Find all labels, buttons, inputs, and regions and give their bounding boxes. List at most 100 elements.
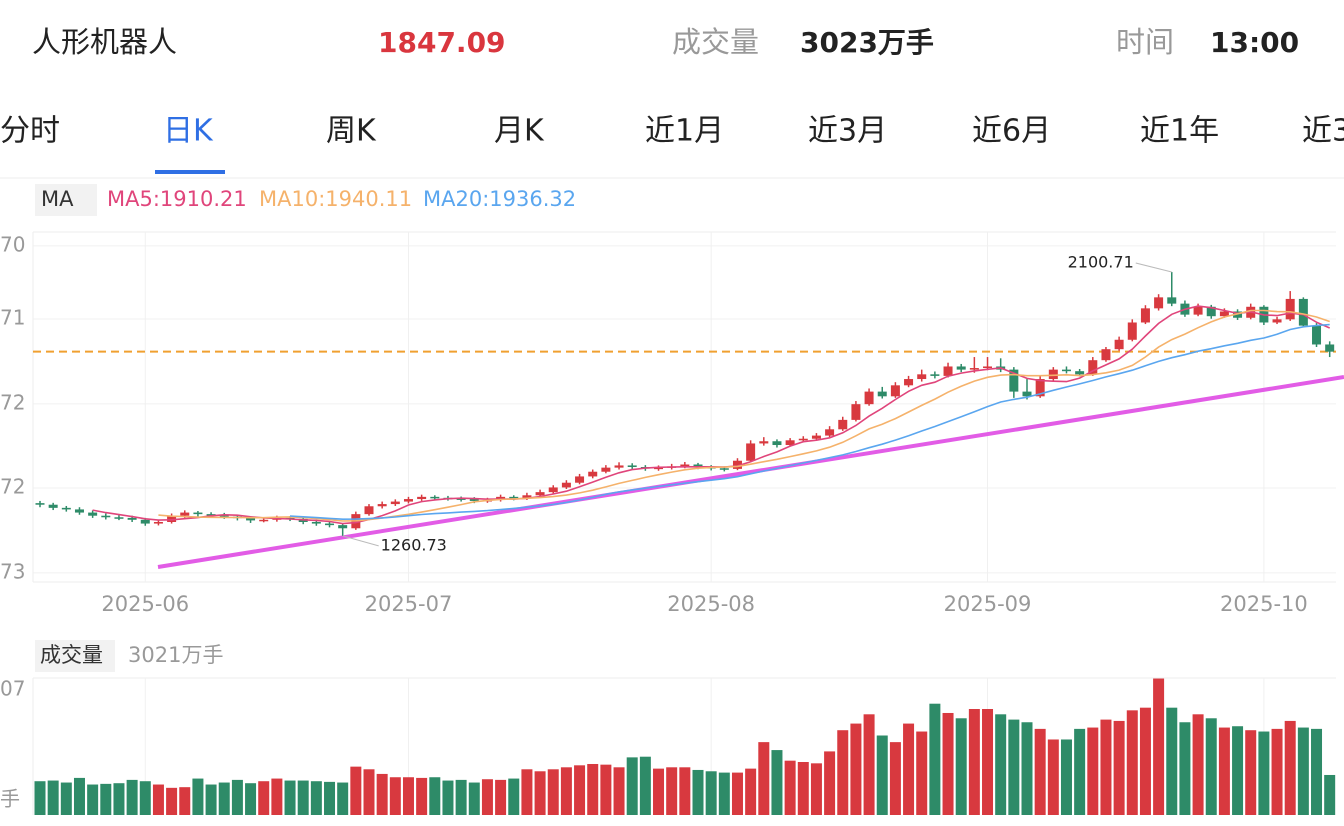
candle-body <box>680 464 690 467</box>
volume-bar <box>1021 722 1033 815</box>
volume-bar <box>1060 739 1072 815</box>
tab[interactable]: 日K <box>163 114 214 149</box>
volume-bar <box>468 782 480 815</box>
candle-body <box>469 499 479 501</box>
candle-body <box>746 443 756 461</box>
volume-bar <box>758 742 770 815</box>
volume-bar <box>1324 774 1336 815</box>
volume-bar <box>1232 726 1244 815</box>
candle-body <box>627 465 637 468</box>
candle-body <box>193 512 203 515</box>
tab[interactable]: 分时 <box>0 114 60 149</box>
volume-bar <box>218 782 230 815</box>
candle-body <box>206 514 216 516</box>
volume-bar <box>324 781 336 815</box>
candle-body <box>1022 391 1032 397</box>
volume-bar <box>205 784 217 815</box>
tab[interactable]: 近3月 <box>808 114 887 149</box>
candle-body <box>1009 369 1019 392</box>
x-tick-label: 2025-07 <box>365 592 453 616</box>
volume-bar <box>100 783 112 815</box>
volume-bar <box>337 782 349 815</box>
volume-bar <box>824 751 836 815</box>
volume-bar <box>429 777 441 815</box>
ma-line <box>289 323 1330 521</box>
volume-bar <box>87 784 99 815</box>
ma-tag: MA <box>41 187 74 211</box>
candle-body <box>114 517 124 519</box>
candle-body <box>798 438 808 441</box>
volume-bar <box>560 767 572 815</box>
volume-bar <box>705 771 717 815</box>
candle-body <box>1154 297 1164 309</box>
volume-bar <box>1284 720 1296 815</box>
candle-body <box>338 525 348 529</box>
candle-body <box>1061 369 1071 372</box>
tab[interactable]: 月K <box>494 114 545 149</box>
volume-bar <box>245 783 257 815</box>
volume-bar <box>1311 728 1323 815</box>
candle-body <box>219 514 229 517</box>
candle-body <box>180 512 190 516</box>
candle-body <box>101 515 111 518</box>
candle-body <box>1088 360 1098 375</box>
candle-body <box>785 440 795 446</box>
volume-bar <box>797 762 809 815</box>
volume-bar <box>34 781 46 815</box>
volume-tag: 成交量 <box>40 643 103 667</box>
candle-body <box>838 419 848 430</box>
trend-line <box>157 375 1344 569</box>
volume-bar <box>1166 707 1178 815</box>
tab[interactable]: 近6月 <box>972 114 1051 149</box>
price: 1847.09 <box>378 26 506 59</box>
volume-bar <box>1047 739 1059 815</box>
candle-body <box>693 464 703 468</box>
tab[interactable]: 近1年 <box>1140 114 1219 149</box>
volume-bar <box>547 769 559 815</box>
volume-bar <box>1034 728 1046 815</box>
candle-body <box>969 368 979 370</box>
volume-bar <box>876 735 888 815</box>
candle-body <box>1219 311 1229 317</box>
volume-bar <box>903 723 915 815</box>
volume-value: 3023万手 <box>800 26 934 59</box>
y-tick-label: 72 <box>0 390 25 414</box>
annotation-leader <box>1135 262 1172 273</box>
candle-body <box>917 374 927 380</box>
candle-body <box>561 482 571 488</box>
volume-bar <box>1271 728 1283 815</box>
candle-body <box>1272 319 1282 323</box>
y-tick-label: 72 <box>0 475 25 499</box>
volume-bar <box>166 787 178 815</box>
volume-bar <box>60 782 72 815</box>
candle-body <box>1206 306 1216 317</box>
candle-body <box>983 366 993 369</box>
candle-body <box>35 503 45 505</box>
candle-body <box>943 366 953 376</box>
annotation-label: 1260.73 <box>381 535 447 554</box>
volume-tag-bg <box>35 640 115 672</box>
candle-body <box>259 519 269 522</box>
tab-underline <box>155 170 225 174</box>
volume-bar <box>113 783 125 815</box>
volume-bar <box>626 757 638 815</box>
candle-body <box>1298 298 1308 326</box>
candle-body <box>601 467 611 472</box>
candle-body <box>325 523 335 526</box>
tab[interactable]: 周K <box>326 114 377 149</box>
tab[interactable]: 近3 <box>1302 114 1344 149</box>
volume-bar <box>1179 722 1191 815</box>
tab[interactable]: 近1月 <box>645 114 724 149</box>
volume-bar <box>350 766 362 815</box>
ma-legend-item: MA5:1910.21 <box>107 187 247 211</box>
volume-bar <box>1139 707 1151 815</box>
candle-body <box>417 496 427 500</box>
candle-body <box>890 385 900 397</box>
candle-body <box>509 496 519 499</box>
volume-bar <box>731 772 743 815</box>
volume-bar <box>916 731 928 815</box>
candle-body <box>825 429 835 436</box>
volume-bar <box>363 769 375 815</box>
volume-bar <box>1074 728 1086 815</box>
